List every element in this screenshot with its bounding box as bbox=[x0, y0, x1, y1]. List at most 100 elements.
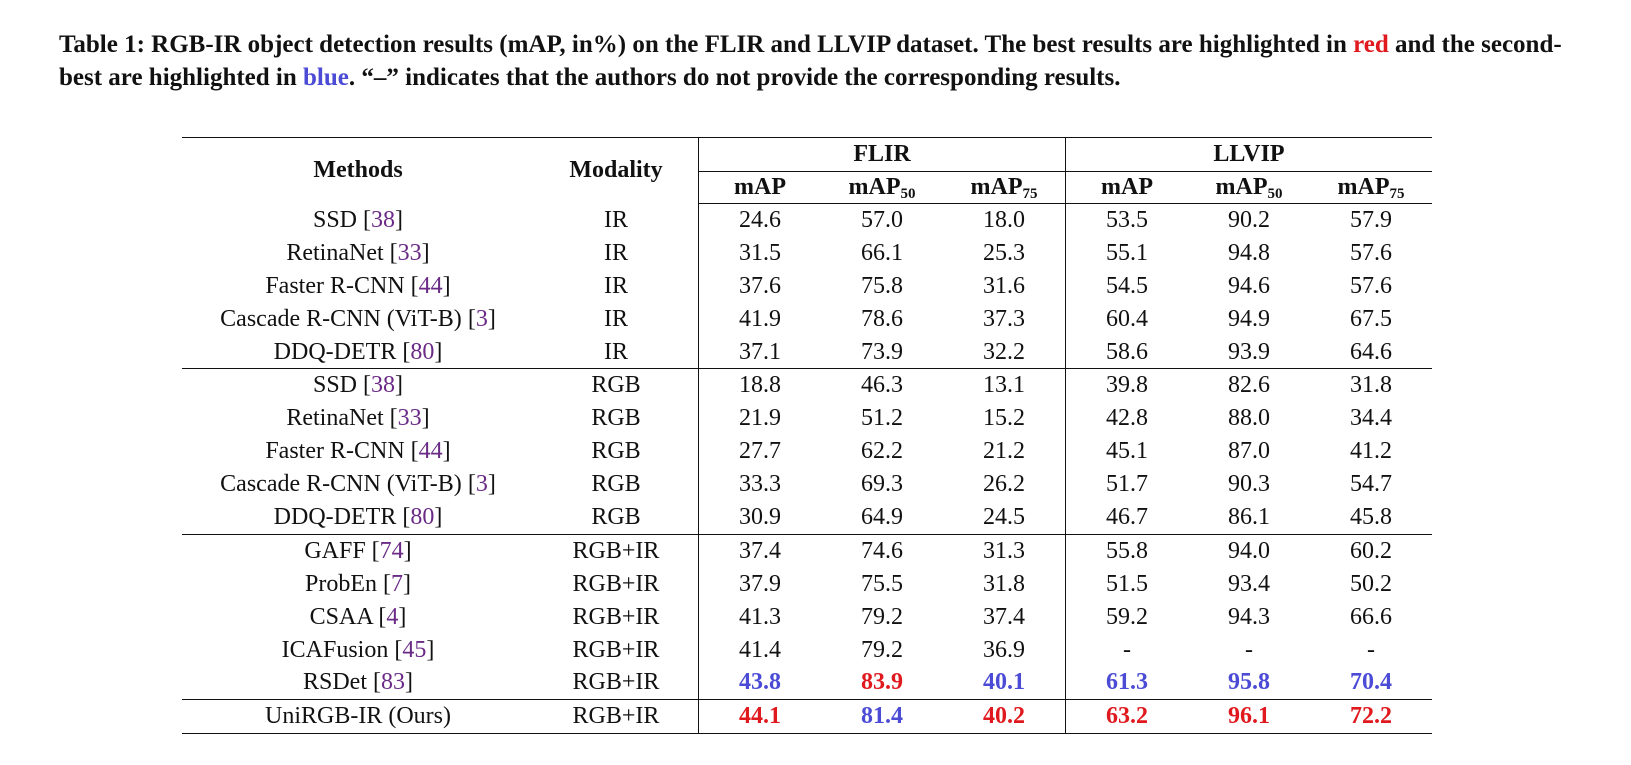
value-cell: 87.0 bbox=[1228, 438, 1270, 465]
method-name: GAFF bbox=[304, 537, 366, 564]
value-cell: 37.4 bbox=[983, 603, 1025, 630]
value-cell: 78.6 bbox=[861, 305, 903, 332]
citation-link[interactable]: 44 bbox=[418, 438, 443, 465]
method-name: Faster R-CNN bbox=[265, 272, 405, 299]
method-cell: SSD [38] bbox=[182, 368, 534, 403]
method-cell: Cascade R-CNN (ViT-B) [3] bbox=[220, 305, 496, 332]
value-cell: - bbox=[1245, 636, 1253, 663]
value-cell: 31.8 bbox=[1310, 368, 1432, 403]
header-flir-map50: mAP50 bbox=[821, 171, 943, 204]
modality-cell: RGB+IR bbox=[534, 533, 699, 568]
value-cell: 34.4 bbox=[1350, 405, 1392, 432]
citation-link[interactable]: 74 bbox=[379, 537, 404, 564]
method-cell: Faster R-CNN [44] bbox=[265, 272, 451, 299]
value-cell: 88.0 bbox=[1228, 405, 1270, 432]
citation-link[interactable]: 7 bbox=[391, 570, 403, 597]
method-cell: RSDet [83] bbox=[302, 669, 413, 696]
value-cell: 57.6 bbox=[1350, 272, 1392, 299]
citation-link[interactable]: 45 bbox=[402, 636, 427, 663]
modality-cell: RGB+IR bbox=[572, 570, 660, 597]
value-cell: 57.9 bbox=[1350, 206, 1392, 233]
header-flir: FLIR bbox=[698, 137, 1066, 172]
value-cell: 53.5 bbox=[1065, 203, 1188, 237]
citation-link[interactable]: 4 bbox=[386, 603, 399, 630]
header-flir-map75: mAP75 bbox=[943, 171, 1066, 204]
table-row: DDQ-DETR [80] RGB 30.9 64.9 24.5 46.7 86.1 45.8 bbox=[182, 501, 1432, 535]
citation-link[interactable]: 3 bbox=[475, 471, 488, 498]
value-cell: 74.6 bbox=[821, 533, 943, 568]
value-cell: 57.6 bbox=[1350, 239, 1392, 266]
value-cell: 45.1 bbox=[1065, 435, 1188, 469]
value-cell: 21.9 bbox=[698, 402, 821, 436]
citation-link[interactable]: 38 bbox=[371, 372, 396, 399]
value-cell: 70.4 bbox=[1350, 669, 1392, 696]
value-cell: 59.2 bbox=[1065, 600, 1188, 634]
value-cell: 54.7 bbox=[1350, 471, 1392, 498]
citation-link[interactable]: 80 bbox=[410, 338, 435, 365]
citation-link[interactable]: 83 bbox=[381, 669, 405, 696]
value-cell: 93.4 bbox=[1228, 570, 1270, 597]
value-cell: 51.2 bbox=[861, 405, 903, 432]
citation-link[interactable]: 33 bbox=[397, 405, 422, 432]
modality-cell: IR bbox=[604, 338, 628, 365]
value-cell: 90.3 bbox=[1228, 471, 1270, 498]
value-cell: 94.9 bbox=[1228, 305, 1270, 332]
value-cell: 32.2 bbox=[983, 338, 1025, 365]
value-cell: 31.5 bbox=[698, 236, 821, 270]
value-cell: 33.3 bbox=[698, 468, 821, 502]
value-cell: 24.6 bbox=[698, 203, 821, 237]
citation-link[interactable]: 38 bbox=[371, 206, 396, 233]
modality-cell: RGB bbox=[591, 503, 641, 530]
citation-link[interactable]: 80 bbox=[410, 503, 435, 530]
citation-link[interactable]: 33 bbox=[397, 239, 422, 266]
modality-cell: RGB bbox=[591, 405, 641, 432]
value-cell: 62.2 bbox=[861, 438, 903, 465]
value-cell: 39.8 bbox=[1065, 368, 1188, 403]
caption-blue-word: blue bbox=[303, 64, 349, 91]
method-name: DDQ-DETR bbox=[273, 503, 397, 530]
method-name: RSDet bbox=[302, 669, 367, 696]
value-cell: 72.2 bbox=[1310, 699, 1432, 735]
method-name: RetinaNet bbox=[286, 239, 384, 266]
value-cell: 94.6 bbox=[1228, 272, 1270, 299]
value-cell: 90.2 bbox=[1228, 206, 1270, 233]
table-row: DDQ-DETR [80] IR 37.1 73.9 32.2 58.6 93.9 64.6 bbox=[182, 335, 1432, 369]
method-cell: RetinaNet [33] bbox=[286, 239, 430, 266]
value-cell: 95.8 bbox=[1228, 669, 1270, 696]
value-cell: 55.8 bbox=[1065, 533, 1188, 568]
method-name: Cascade R-CNN (ViT-B) bbox=[220, 471, 462, 498]
value-cell: 86.1 bbox=[1228, 503, 1270, 530]
header-llvip: LLVIP bbox=[1065, 137, 1432, 172]
table-row: GAFF [74] RGB+IR 37.4 74.6 31.3 55.8 94.0 60.2 bbox=[182, 533, 1432, 568]
table-row: CSAA [4] RGB+IR 41.3 79.2 37.4 59.2 94.3 66.6 bbox=[182, 600, 1432, 634]
citation-link[interactable]: 44 bbox=[418, 272, 443, 299]
modality-cell: RGB+IR bbox=[534, 699, 699, 735]
citation-link[interactable]: 3 bbox=[475, 305, 488, 332]
method-cell: GAFF [74] bbox=[182, 533, 534, 568]
table-row: Cascade R-CNN (ViT-B) [3] IR 41.9 78.6 37.3 6… bbox=[182, 302, 1432, 336]
value-cell: 31.3 bbox=[943, 533, 1066, 568]
caption-text-3: . “–” indicates that the authors do not … bbox=[348, 64, 1121, 91]
value-cell: 37.6 bbox=[698, 269, 821, 303]
value-cell: 25.3 bbox=[983, 239, 1025, 266]
method-name: Faster R-CNN bbox=[265, 438, 405, 465]
method-cell: DDQ-DETR [80] bbox=[273, 503, 443, 530]
value-cell: 18.0 bbox=[983, 206, 1025, 233]
value-cell: 43.8 bbox=[698, 666, 821, 700]
value-cell: 79.2 bbox=[861, 636, 903, 663]
method-name: ProbEn bbox=[305, 570, 377, 597]
value-cell: 75.5 bbox=[861, 570, 903, 597]
header-flir-map: mAP bbox=[698, 171, 821, 204]
modality-cell: RGB+IR bbox=[572, 669, 660, 696]
modality-cell: IR bbox=[604, 239, 628, 266]
value-cell: 26.2 bbox=[983, 471, 1025, 498]
value-cell: 94.3 bbox=[1228, 603, 1270, 630]
caption-text-1: Table 1: RGB-IR object detection results… bbox=[59, 31, 1354, 58]
modality-cell: RGB bbox=[591, 438, 641, 465]
value-cell: 54.5 bbox=[1065, 269, 1188, 303]
method-name: SSD bbox=[312, 206, 358, 233]
method-cell: CSAA [4] bbox=[309, 603, 407, 630]
value-cell: 37.3 bbox=[983, 305, 1025, 332]
value-cell: 45.8 bbox=[1350, 503, 1392, 530]
value-cell: 41.3 bbox=[698, 600, 821, 634]
